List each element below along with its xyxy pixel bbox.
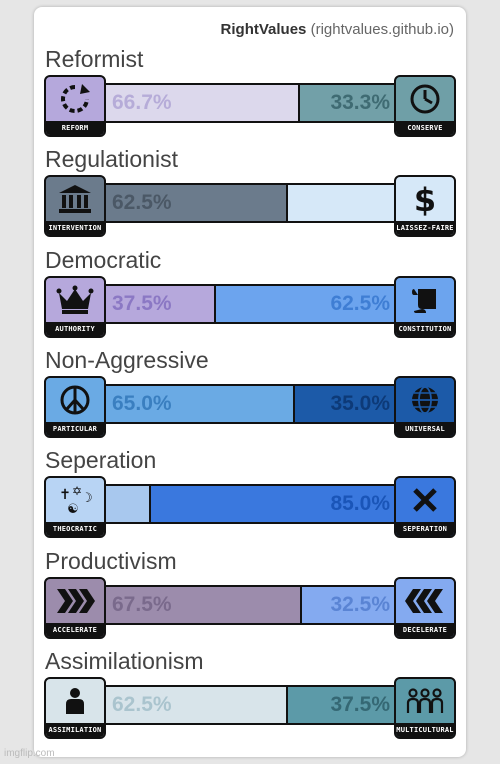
svg-text:✡: ✡ [72, 484, 82, 498]
axis-title: Seperation [45, 447, 157, 474]
peace-icon [46, 378, 104, 422]
axis-democratic: Democratic AUTHORITY 37.5% 62.5% CONSTIT… [44, 246, 456, 350]
icon-label-left: THEOCRATIC [46, 522, 104, 537]
score-bar: 67.5% 32.5% [104, 584, 396, 625]
icon-label-right: UNIVERSAL [396, 421, 454, 436]
icon-tile-accelerate: ACCELERATE [44, 576, 106, 639]
axis-title: Regulationist [45, 146, 178, 173]
score-bar: 37.5% 62.5% [104, 283, 396, 324]
right-score: 85.0% [149, 486, 394, 523]
left-score: 62.5% [106, 686, 286, 723]
icon-tile-theocratic: ✝ ✡ ☽ ☯ THEOCRATIC [44, 476, 106, 539]
score-bar: 65.0% 35.0% [104, 383, 396, 424]
icon-label-right: CONSERVE [396, 121, 454, 135]
crown-icon [46, 278, 104, 322]
scroll-icon [396, 278, 454, 322]
axis-title: Productivism [45, 547, 177, 574]
icon-label-left: REFORM [46, 121, 104, 135]
axis-title: Assimilationism [45, 647, 204, 674]
group-icon [396, 679, 454, 723]
right-score: 33.3% [298, 85, 394, 121]
left-score: 62.5% [106, 185, 286, 222]
icon-tile-conserve: CONSERVE [394, 75, 456, 137]
icon-tile-authority: AUTHORITY [44, 275, 106, 338]
icon-label-left: PARTICULAR [46, 421, 104, 436]
brand-url: (rightvalues.github.io) [310, 21, 454, 38]
circular-arrow-icon [46, 77, 104, 121]
rewind-icon [396, 579, 454, 623]
person-icon [46, 679, 104, 723]
icon-label-right: CONSTITUTION [396, 321, 454, 336]
icon-label-left: ACCELERATE [46, 622, 104, 637]
fast-forward-icon [46, 579, 104, 623]
icon-label-right: SEPERATION [396, 522, 454, 537]
icon-tile-seperation: SEPERATION [394, 476, 456, 539]
icon-label-right: DECELERATE [396, 622, 454, 637]
left-score: 37.5% [106, 285, 214, 322]
left-score: 66.7% [106, 85, 299, 121]
watermark: imgflip.com [4, 748, 55, 759]
icon-label-left: ASSIMILATION [46, 722, 104, 737]
svg-text:✝: ✝ [59, 487, 71, 503]
score-bar: 62.5% 37.5% [104, 684, 396, 725]
icon-tile-constitution: CONSTITUTION [394, 275, 456, 338]
icon-tile-laissez-faire: $ LAISSEZ-FAIRE [394, 175, 456, 238]
government-building-icon [46, 177, 104, 221]
icon-label-right: LAISSEZ-FAIRE [396, 221, 454, 236]
clock-icon [396, 77, 454, 121]
site-brand[interactable]: RightValues (rightvalues.github.io) [221, 21, 454, 38]
icon-label-left: INTERVENTION [46, 221, 104, 236]
axis-title: Reformist [45, 46, 144, 72]
results-card: RightValues (rightvalues.github.io) Refo… [34, 7, 466, 757]
right-score: 62.5% [214, 285, 394, 322]
icon-tile-multicultural: MULTICULTURAL [394, 676, 456, 739]
dollar-icon: $ [396, 177, 454, 221]
left-score [106, 486, 150, 523]
right-score: 35.0% [293, 385, 394, 422]
icon-tile-assimilation: ASSIMILATION [44, 676, 106, 739]
left-score: 65.0% [106, 385, 294, 422]
axis-title: Democratic [45, 246, 162, 273]
right-score: 37.5% [286, 686, 394, 723]
right-score: 32.5% [300, 586, 394, 623]
icon-tile-reform: REFORM [44, 75, 106, 137]
globe-icon [396, 378, 454, 422]
axis-seperation: Seperation ✝ ✡ ☽ ☯ THEOCRATIC 85.0% SEPERAT… [44, 447, 456, 550]
axis-assimilationism: Assimilationism ASSIMILATION 62.5% 37.5%… [44, 647, 456, 751]
icon-tile-decelerate: DECELERATE [394, 576, 456, 639]
icon-tile-universal: UNIVERSAL [394, 375, 456, 438]
brand-name: RightValues [220, 21, 307, 38]
score-bar: 62.5% [104, 183, 396, 224]
icon-tile-particular: PARTICULAR [44, 375, 106, 438]
axis-title: Non-Aggressive [45, 346, 209, 373]
icon-tile-intervention: INTERVENTION [44, 175, 106, 238]
axis-non-aggressive: Non-Aggressive PARTICULAR 65.0% 35.0% UN… [44, 346, 456, 450]
axis-productivism: Productivism ACCELERATE 67.5% 32.5% DECE… [44, 547, 456, 651]
axis-regulationist: Regulationist INTERVENTION 62.5% $ LAISS… [44, 146, 456, 249]
svg-text:☯: ☯ [67, 502, 79, 517]
right-score [286, 185, 394, 222]
score-bar: 66.7% 33.3% [104, 83, 396, 123]
svg-text:$: $ [414, 181, 436, 217]
score-bar: 85.0% [104, 484, 396, 525]
left-score: 67.5% [106, 586, 301, 623]
axis-reformist: Reformist REFORM 66.7% 33.3% CONSERVE [44, 46, 456, 149]
icon-label-left: AUTHORITY [46, 321, 104, 336]
religious-symbols-icon: ✝ ✡ ☽ ☯ [46, 478, 104, 522]
icon-label-right: MULTICULTURAL [396, 722, 454, 737]
x-icon [396, 478, 454, 522]
svg-text:☽: ☽ [81, 491, 93, 506]
